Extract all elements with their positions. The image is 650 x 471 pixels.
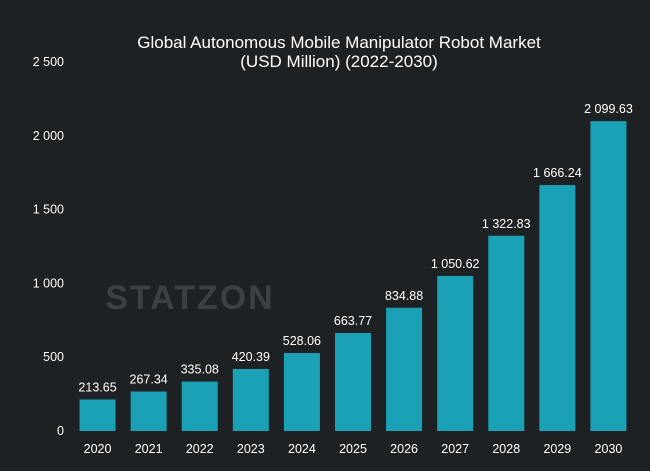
data-label: 335.08 — [181, 363, 219, 377]
x-tick-label: 2023 — [237, 442, 265, 456]
bar-2028 — [488, 235, 525, 431]
data-label: 1 666.24 — [533, 166, 582, 180]
bar-2029 — [539, 185, 576, 431]
data-label: 420.39 — [232, 350, 270, 364]
x-tick-label: 2029 — [543, 442, 571, 456]
watermark-logo: STATZON — [105, 279, 275, 317]
y-tick-label: 2 500 — [33, 55, 64, 69]
y-tick-label: 500 — [43, 350, 64, 364]
bar-2025 — [335, 333, 371, 431]
data-label: 267.34 — [130, 373, 168, 387]
data-label: 213.65 — [78, 380, 116, 394]
y-axis: 0 500 1 000 1 500 2 000 2 500 — [33, 55, 64, 438]
bar-2026 — [386, 307, 423, 431]
bars-group: 213.65 267.34 335.08 420.39 528.06 663.77 834.… — [78, 102, 633, 432]
bar-2030 — [590, 121, 627, 432]
y-tick-label: 0 — [57, 424, 64, 438]
data-label: 2 099.63 — [584, 102, 633, 116]
x-tick-label: 2024 — [288, 442, 316, 456]
x-tick-label: 2030 — [595, 442, 623, 456]
chart-title: Global Autonomous Mobile Manipulator Rob… — [137, 33, 541, 52]
data-label: 1 322.83 — [482, 217, 531, 231]
bar-2023 — [232, 368, 269, 431]
x-tick-label: 2025 — [339, 442, 367, 456]
x-tick-label: 2028 — [492, 442, 520, 456]
data-label: 663.77 — [334, 314, 372, 328]
y-tick-label: 2 000 — [33, 129, 64, 143]
x-tick-label: 2027 — [441, 442, 469, 456]
x-axis: 2020 2021 2022 2023 2024 2025 2026 2027 2028 2029… — [84, 442, 623, 456]
data-label: 528.06 — [283, 334, 321, 348]
x-tick-label: 2026 — [390, 442, 418, 456]
y-tick-label: 1 000 — [33, 276, 64, 290]
x-tick-label: 2021 — [135, 442, 163, 456]
data-label: 834.88 — [385, 289, 423, 303]
bar-2027 — [437, 275, 474, 431]
chart-subtitle: (USD Million) (2022-2030) — [240, 52, 437, 71]
data-label: 1 050.62 — [431, 257, 480, 271]
x-tick-label: 2020 — [84, 442, 112, 456]
bar-2024 — [283, 353, 320, 431]
y-tick-label: 1 500 — [33, 203, 64, 217]
x-tick-label: 2022 — [186, 442, 214, 456]
bar-2021 — [130, 391, 167, 431]
bar-2022 — [181, 381, 218, 431]
bar-2020 — [79, 399, 116, 431]
